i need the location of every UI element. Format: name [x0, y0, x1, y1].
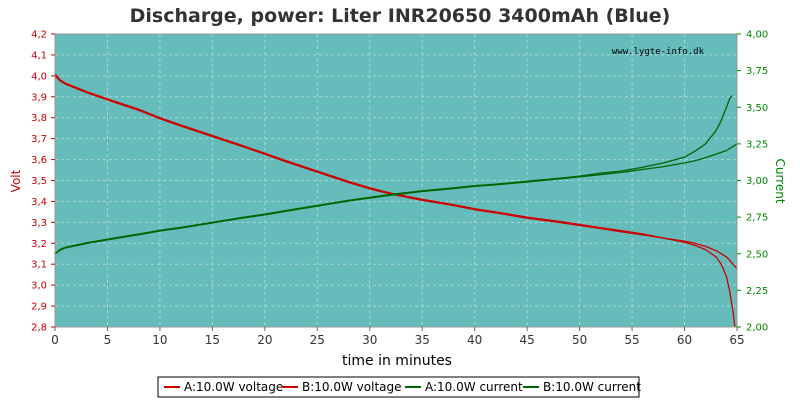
y-right-axis-ticks: 2,00 2,25 2,50 2,75 3,00 3,25 3,50 3,75 4,00: [737, 30, 768, 334]
x-tick-label: 35: [415, 333, 430, 347]
legend-label: A:10.0W current: [425, 380, 523, 394]
legend-box: [157, 376, 640, 398]
y-right-axis-label: Current: [773, 158, 787, 203]
x-tick-label: 60: [677, 333, 692, 347]
y-right-tick-label: 3,00: [746, 176, 768, 187]
x-tick-label: 15: [205, 333, 220, 347]
y-left-tick-label: 3,1: [31, 260, 47, 271]
y-left-tick-label: 4,1: [31, 50, 47, 61]
y-left-tick-label: 3,8: [31, 113, 47, 124]
y-left-tick-label: 3,4: [31, 197, 47, 208]
y-right-tick-label: 3,50: [746, 103, 768, 114]
legend: A:10.0W voltage B:10.0W voltage A:10.0W cu…: [157, 376, 641, 398]
y-right-tick-label: 4,00: [746, 30, 768, 41]
series-line-4: [54, 143, 738, 255]
series-line-1: [54, 73, 736, 328]
x-axis-label: time in minutes: [342, 353, 452, 369]
y-right-tick-label: 2,25: [746, 286, 768, 297]
y-left-tick-label: 4,0: [31, 71, 47, 82]
x-tick-label: 50: [572, 333, 587, 347]
grid-lines: [55, 34, 737, 327]
y-left-tick-label: 3,5: [31, 176, 47, 187]
legend-label: A:10.0W voltage: [184, 380, 283, 394]
x-tick-label: 25: [310, 333, 325, 347]
y-left-tick-label: 4,2: [31, 30, 47, 41]
x-tick-label: 5: [104, 333, 112, 347]
x-tick-label: 30: [362, 333, 377, 347]
y-left-tick-label: 2,8: [31, 323, 47, 334]
y-left-tick-label: 3,0: [31, 281, 47, 292]
series-layer: [54, 73, 738, 328]
y-left-tick-label: 3,7: [31, 134, 47, 145]
y-right-tick-label: 2,75: [746, 213, 768, 224]
y-left-axis-ticks: 2,8 2,9 3,0 3,1 3,2 3,3 3,4 3,5 3,6 3,7 3,8 3,9 4,0 4…: [31, 30, 55, 334]
x-tick-label: 0: [51, 333, 59, 347]
y-left-tick-label: 3,6: [31, 155, 47, 166]
y-right-tick-label: 3,25: [746, 139, 768, 150]
x-tick-label: 40: [467, 333, 482, 347]
x-tick-label: 45: [520, 333, 535, 347]
y-left-tick-label: 3,2: [31, 239, 47, 250]
x-tick-label: 55: [624, 333, 639, 347]
y-right-tick-label: 3,75: [746, 66, 768, 77]
chart-title: Discharge, power: Liter INR20650 3400mAh…: [130, 5, 671, 27]
x-tick-label: 20: [257, 333, 272, 347]
x-axis-ticks: 0 5 10 15 20 25 30 35 40 45 50 55 60 65: [51, 327, 745, 347]
legend-label: B:10.0W voltage: [302, 380, 402, 394]
y-right-tick-label: 2,00: [746, 323, 768, 334]
y-left-tick-label: 2,9: [31, 302, 47, 313]
watermark: www.lygte-info.dk: [612, 47, 705, 57]
legend-label: B:10.0W current: [543, 380, 641, 394]
series-line-2: [54, 75, 738, 269]
x-tick-label: 65: [729, 333, 744, 347]
y-left-tick-label: 3,3: [31, 218, 47, 229]
y-right-tick-label: 2,50: [746, 249, 768, 260]
x-tick-label: 10: [152, 333, 167, 347]
plot-area: [55, 34, 737, 327]
series-line-3: [54, 95, 733, 255]
y-left-tick-label: 3,9: [31, 92, 47, 103]
y-left-axis-label: Volt: [9, 169, 23, 192]
